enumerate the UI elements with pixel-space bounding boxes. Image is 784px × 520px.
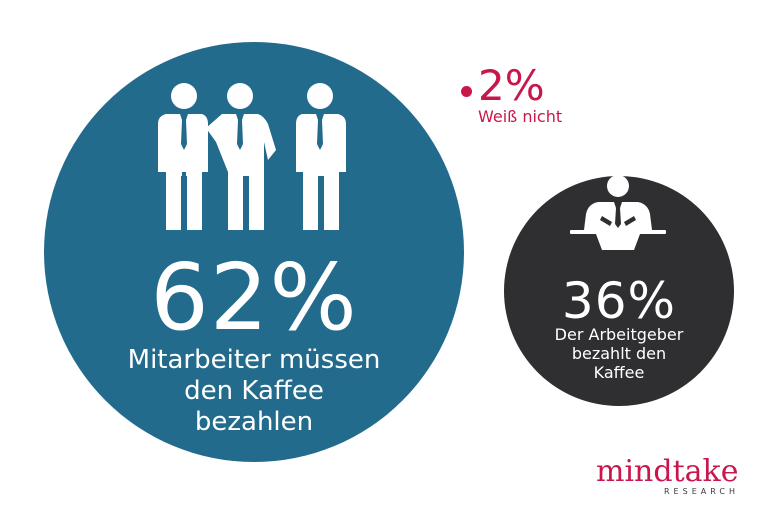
boss-at-desk-icon [570,175,666,250]
dont-know-label: Weiß nicht [478,107,563,126]
dont-know-value: 2% [478,61,545,110]
employees-pay-label-line: bezahlen [194,407,314,437]
employer-pays-value: 36% [561,272,677,330]
employer-pays-label-line: bezahlt den [571,344,667,363]
employer-pays-label-line: Der Arbeitgeber [554,325,684,344]
dont-know-dot [461,86,472,97]
employees-pay-label-line: Mitarbeiter müssen [127,345,381,375]
employees-pay-value: 62% [150,244,358,351]
three-businessmen-icon [158,83,346,230]
employees-pay-circle [44,42,464,462]
mindtake-logo-subtitle: RESEARCH [664,487,739,496]
employer-pays-label: Der Arbeitgeber bezahlt den Kaffee [504,325,734,382]
employees-pay-label-line: den Kaffee [184,376,324,406]
employees-pay-label: Mitarbeiter müssen den Kaffee bezahlen [44,345,464,438]
mindtake-logo: mindtake [596,454,739,489]
employer-pays-label-line: Kaffee [593,363,645,382]
